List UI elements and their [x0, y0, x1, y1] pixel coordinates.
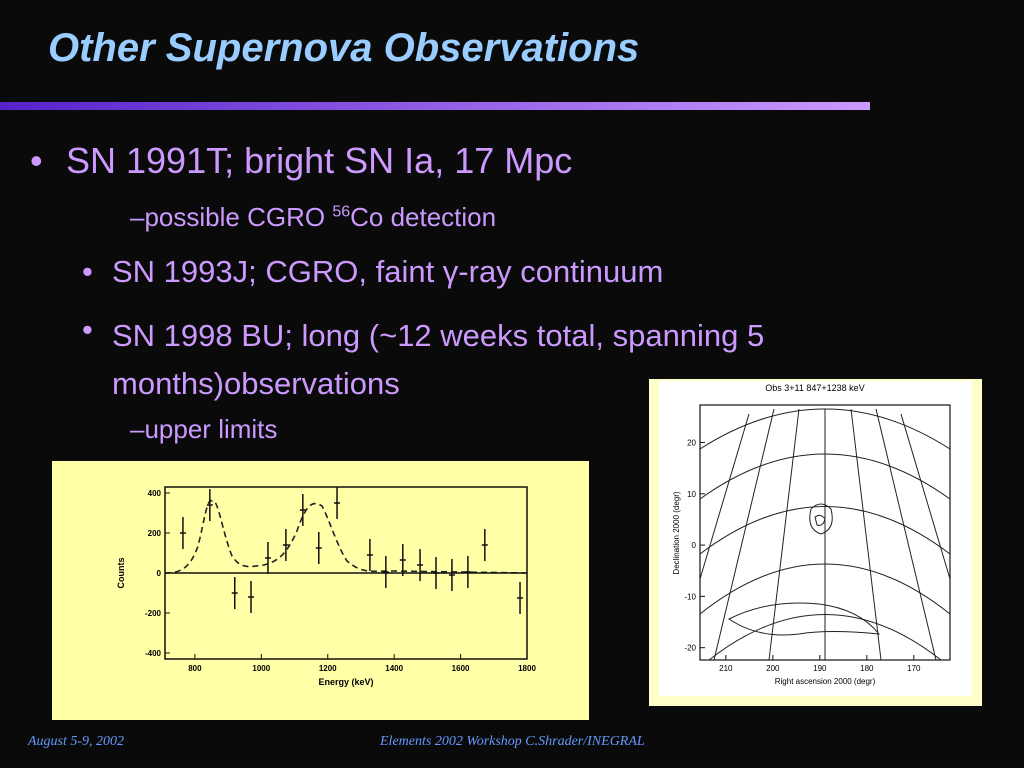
x-axis-label: Right ascension 2000 (degr) — [775, 677, 876, 686]
x-tick-label: 800 — [188, 664, 202, 673]
x-tick-label: 190 — [813, 664, 827, 673]
y-tick-label: -400 — [145, 649, 162, 658]
map-grid — [699, 408, 951, 661]
sky-map-figure: Obs 3+11 847+1238 keV Declination 2000 (… — [649, 379, 982, 706]
y-tick-label: -200 — [145, 609, 162, 618]
x-tick-label: 180 — [860, 664, 874, 673]
footer-center: Elements 2002 Workshop C.Shrader/INEGRAL — [380, 734, 645, 749]
map-title: Obs 3+11 847+1238 keV — [765, 383, 864, 393]
title-rule — [0, 102, 870, 110]
x-tick-label: 170 — [907, 664, 921, 673]
x-tick-label: 1200 — [319, 664, 337, 673]
model-curve — [164, 500, 528, 574]
sub-text: possible CGRO — [144, 202, 333, 232]
bullet-mark: • — [82, 312, 93, 347]
x-tick-label: 200 — [766, 664, 780, 673]
x-tick-label: 210 — [719, 664, 733, 673]
x-tick-label: 1600 — [452, 664, 470, 673]
y-tick-label: 400 — [148, 489, 162, 498]
x-tick-label: 1800 — [518, 664, 536, 673]
y-tick-label: -10 — [684, 592, 696, 601]
footer-date: August 5-9, 2002 — [28, 734, 125, 749]
slide-title: Other Supernova Observations — [48, 26, 640, 70]
sub-text: upper limits — [144, 414, 278, 444]
y-axis-label: Counts — [116, 558, 126, 589]
x-tick-label: 1400 — [385, 664, 403, 673]
x-tick-label: 1000 — [252, 664, 270, 673]
bullet-mark: • — [82, 254, 93, 289]
bullet-mark: • — [30, 140, 43, 181]
y-axis-label: Declination 2000 (degr) — [672, 491, 681, 574]
y-tick-label: -20 — [684, 644, 696, 653]
superscript: 56 — [332, 203, 351, 221]
y-tick-label: 10 — [687, 490, 696, 499]
y-tick-label: 20 — [687, 438, 696, 447]
sub-text: Co detection — [350, 202, 497, 232]
bullet: SN 1993J; CGRO, faint γ-ray continuum — [112, 254, 664, 289]
figure-background — [52, 461, 589, 720]
x-axis-label: Energy (keV) — [318, 677, 373, 687]
sub-bullet: –possible CGRO 56Co detection — [130, 202, 497, 232]
bullet: SN 1998 BU; long (~12 weeks total, spann… — [112, 318, 765, 401]
y-tick-label: 200 — [148, 529, 162, 538]
y-tick-label: 0 — [157, 569, 162, 578]
figure-image — [659, 381, 972, 696]
bullet: SN 1991T; bright SN Ia, 17 Mpc — [66, 140, 573, 181]
spectrum-figure: Counts Energy (keV) 400 200 0 -200 -400 800 10… — [52, 461, 589, 720]
sub-bullet: –upper limits — [130, 414, 278, 444]
y-tick-label: 0 — [692, 541, 697, 550]
